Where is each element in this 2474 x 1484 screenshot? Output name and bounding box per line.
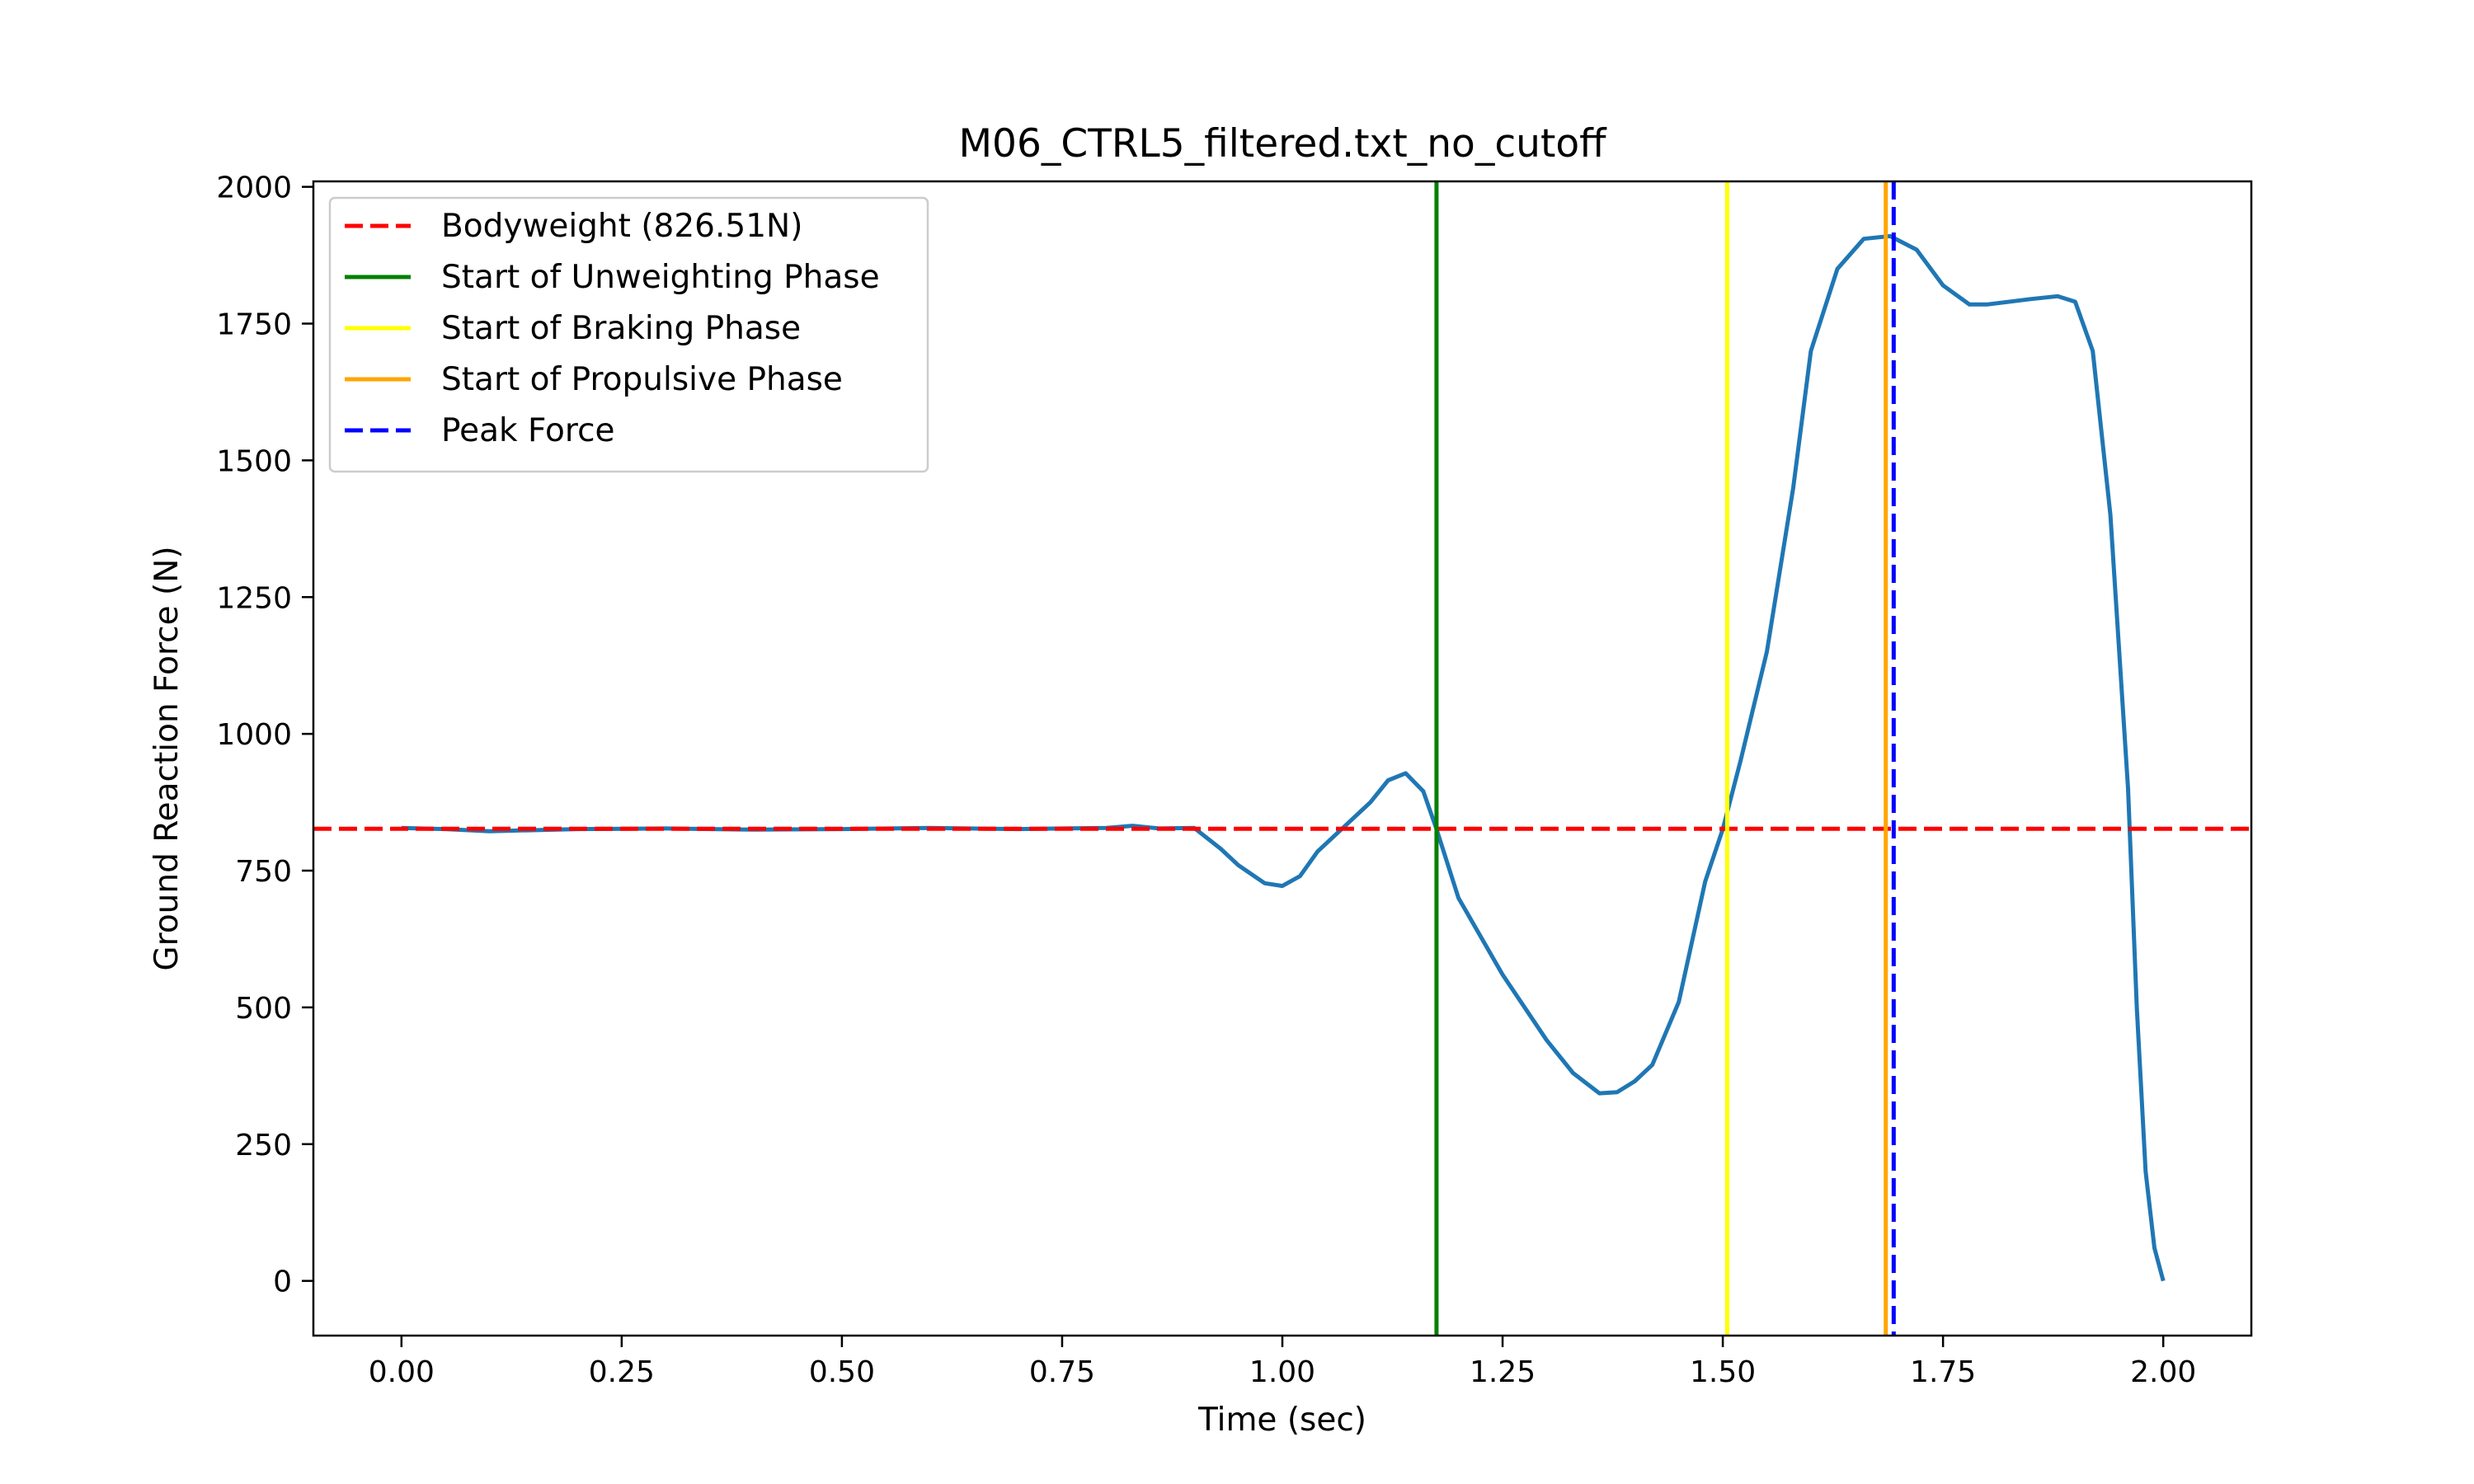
x-tick-label: 0.00 [369,1355,435,1389]
x-tick-label: 2.00 [2130,1355,2196,1389]
x-tick-label: 0.50 [809,1355,875,1389]
legend-label: Peak Force [441,412,615,449]
x-tick-label: 0.25 [589,1355,655,1389]
y-tick-label: 500 [235,992,292,1026]
legend-label: Start of Propulsive Phase [441,361,843,398]
legend: Bodyweight (826.51N) Start of Unweighting… [328,196,929,473]
x-tick-label: 1.50 [1690,1355,1756,1389]
y-tick-label: 750 [235,855,292,889]
chart-title: M06_CTRL5_filtered.txt_no_cutoff [958,121,1607,167]
x-axis-label: Time (sec) [1197,1402,1366,1439]
y-tick-label: 250 [235,1129,292,1162]
x-tick-label: 0.75 [1029,1355,1095,1389]
legend-label: Start of Unweighting Phase [441,259,880,296]
legend-label: Start of Braking Phase [441,310,801,347]
y-tick-label: 0 [273,1266,292,1299]
y-tick-label: 1000 [216,718,292,752]
y-axis-label: Ground Reaction Force (N) [148,546,186,970]
legend-label: Bodyweight (826.51N) [441,208,802,245]
y-tick-label: 2000 [216,171,292,205]
x-tick-label: 1.25 [1470,1355,1536,1389]
x-tick-label: 1.00 [1249,1355,1315,1389]
legend-box [328,196,929,473]
y-tick-label: 1750 [216,308,292,342]
y-tick-label: 1500 [216,444,292,478]
y-tick-label: 1250 [216,581,292,615]
x-tick-label: 1.75 [1910,1355,1976,1389]
